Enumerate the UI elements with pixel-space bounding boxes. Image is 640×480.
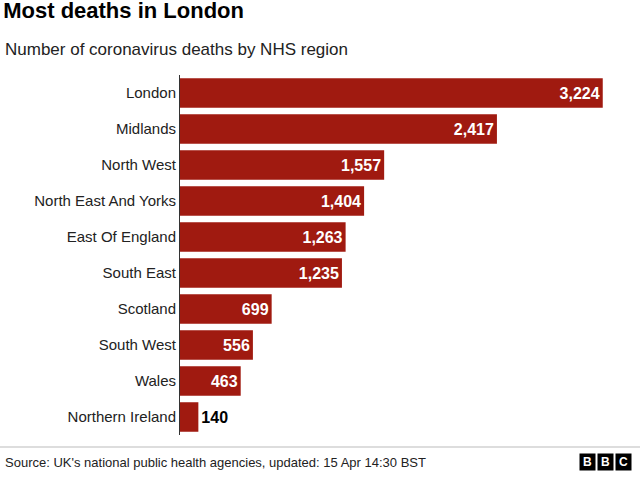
svg-text:North West: North West [101,156,177,173]
svg-text:B: B [601,455,610,469]
svg-text:London: London [126,84,176,101]
svg-text:2,417: 2,417 [454,121,494,138]
svg-text:East Of England: East Of England [67,228,176,245]
svg-text:B: B [583,455,592,469]
svg-text:South West: South West [99,336,177,353]
svg-text:1,263: 1,263 [302,229,342,246]
svg-text:699: 699 [242,301,269,318]
svg-text:C: C [619,455,628,469]
svg-text:1,404: 1,404 [321,193,361,210]
svg-text:3,224: 3,224 [560,85,600,102]
svg-text:Source: UK's national public h: Source: UK's national public health agen… [5,455,426,470]
svg-text:Northern Ireland: Northern Ireland [68,408,176,425]
svg-text:556: 556 [223,337,250,354]
svg-text:1,235: 1,235 [299,265,339,282]
svg-text:South East: South East [103,264,177,281]
svg-text:Most deaths in London: Most deaths in London [3,0,244,23]
svg-text:1,557: 1,557 [341,157,381,174]
svg-text:Midlands: Midlands [116,120,176,137]
svg-text:Wales: Wales [135,372,176,389]
svg-text:140: 140 [201,409,228,426]
svg-text:North East And Yorks: North East And Yorks [34,192,176,209]
svg-text:Scotland: Scotland [118,300,176,317]
svg-text:463: 463 [211,373,238,390]
svg-text:Number of coronavirus deaths b: Number of coronavirus deaths by NHS regi… [5,40,348,59]
